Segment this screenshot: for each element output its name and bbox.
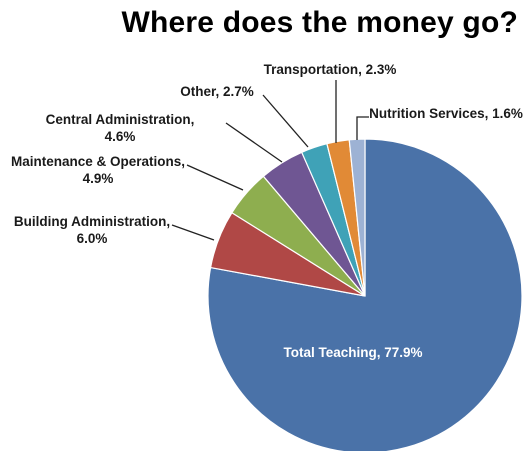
leader-line-other (262, 94, 309, 148)
leader-line-maintenance-and-operations (186, 164, 244, 191)
label-nutrition-services: Nutrition Services, 1.6% (369, 106, 523, 121)
label-other: Other, 2.7% (180, 84, 254, 99)
label-central-administration-line-2: 4.6% (105, 129, 136, 144)
leader-line-building-administration (171, 224, 215, 241)
label-total-teaching: Total Teaching, 77.9% (283, 345, 422, 360)
leader-line-nutrition-services (356, 116, 369, 140)
leader-line-central-administration (225, 122, 283, 163)
label-building-administration-line-1: Building Administration, (14, 214, 170, 229)
label-maintenance-and-operations-line-2: 4.9% (83, 171, 114, 186)
label-building-administration-line-2: 6.0% (77, 231, 108, 246)
label-maintenance-and-operations-line-1: Maintenance & Operations, (11, 154, 185, 169)
label-transportation: Transportation, 2.3% (264, 62, 397, 77)
pie-slice-total-teaching (207, 138, 523, 451)
chart-title: Where does the money go? (121, 6, 518, 39)
label-central-administration-line-1: Central Administration, (46, 112, 195, 127)
